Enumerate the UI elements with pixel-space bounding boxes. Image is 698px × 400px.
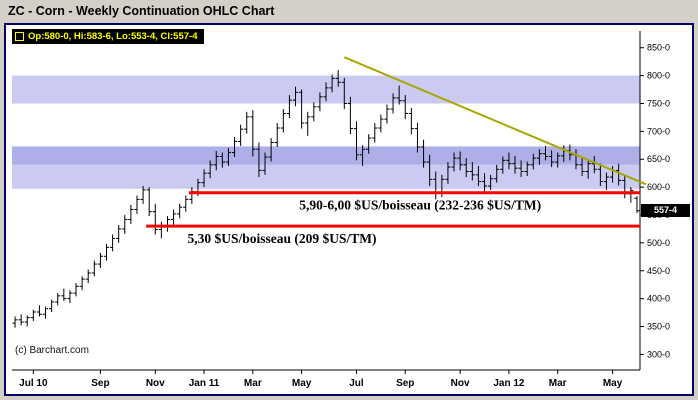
x-tick-label: Sep — [396, 378, 414, 389]
quote-text: Op:580-0, Hi:583-6, Lo:553-4, Cl:557-4 — [28, 31, 198, 42]
y-tick-label: 500-0 — [647, 238, 670, 248]
x-tick-label: Mar — [549, 378, 567, 389]
trendline — [343, 56, 647, 186]
x-tick-label: Nov — [451, 378, 470, 389]
x-tick-label: Jul 10 — [19, 378, 48, 389]
price-band — [12, 146, 640, 165]
x-tick-label: Jan 11 — [189, 378, 220, 389]
ohlc-chart: 850-0800-0750-0700-0650-0600-0550-0500-0… — [12, 31, 670, 389]
x-tick-label: Mar — [244, 378, 262, 389]
y-tick-label: 600-0 — [647, 182, 670, 192]
y-tick-label: 400-0 — [647, 294, 670, 304]
support-line-label: 5,90-6,00 $US/boisseau (232-236 $US/TM) — [299, 198, 541, 213]
x-tick-label: Sep — [91, 378, 109, 389]
x-tick-label: Jan 12 — [493, 378, 525, 389]
chart-frame: 850-0800-0750-0700-0650-0600-0550-0500-0… — [4, 23, 694, 396]
price-band — [12, 164, 640, 189]
y-tick-label: 800-0 — [647, 71, 670, 81]
watermark-barchart: (c) Barchart.com — [15, 345, 89, 356]
y-tick-label: 300-0 — [647, 349, 670, 359]
x-tick-label: May — [292, 378, 312, 389]
support-line-label: 5,30 $US/boisseau (209 $US/TM) — [188, 231, 377, 246]
x-tick-label: Nov — [146, 378, 165, 389]
y-tick-label: 850-0 — [647, 43, 670, 53]
y-tick-label: 650-0 — [647, 154, 670, 164]
y-tick-label: 350-0 — [647, 322, 670, 332]
x-tick-label: Jul — [349, 378, 364, 389]
y-tick-label: 450-0 — [647, 266, 670, 276]
page-title: ZC - Corn - Weekly Continuation OHLC Cha… — [8, 4, 275, 18]
last-price-tag: 557-4 — [641, 203, 690, 217]
x-tick-label: May — [603, 378, 623, 389]
y-tick-label: 750-0 — [647, 98, 670, 108]
quote-box: Op:580-0, Hi:583-6, Lo:553-4, Cl:557-4 — [12, 29, 205, 44]
y-tick-label: 700-0 — [647, 126, 670, 136]
quote-chart-icon — [15, 32, 24, 41]
